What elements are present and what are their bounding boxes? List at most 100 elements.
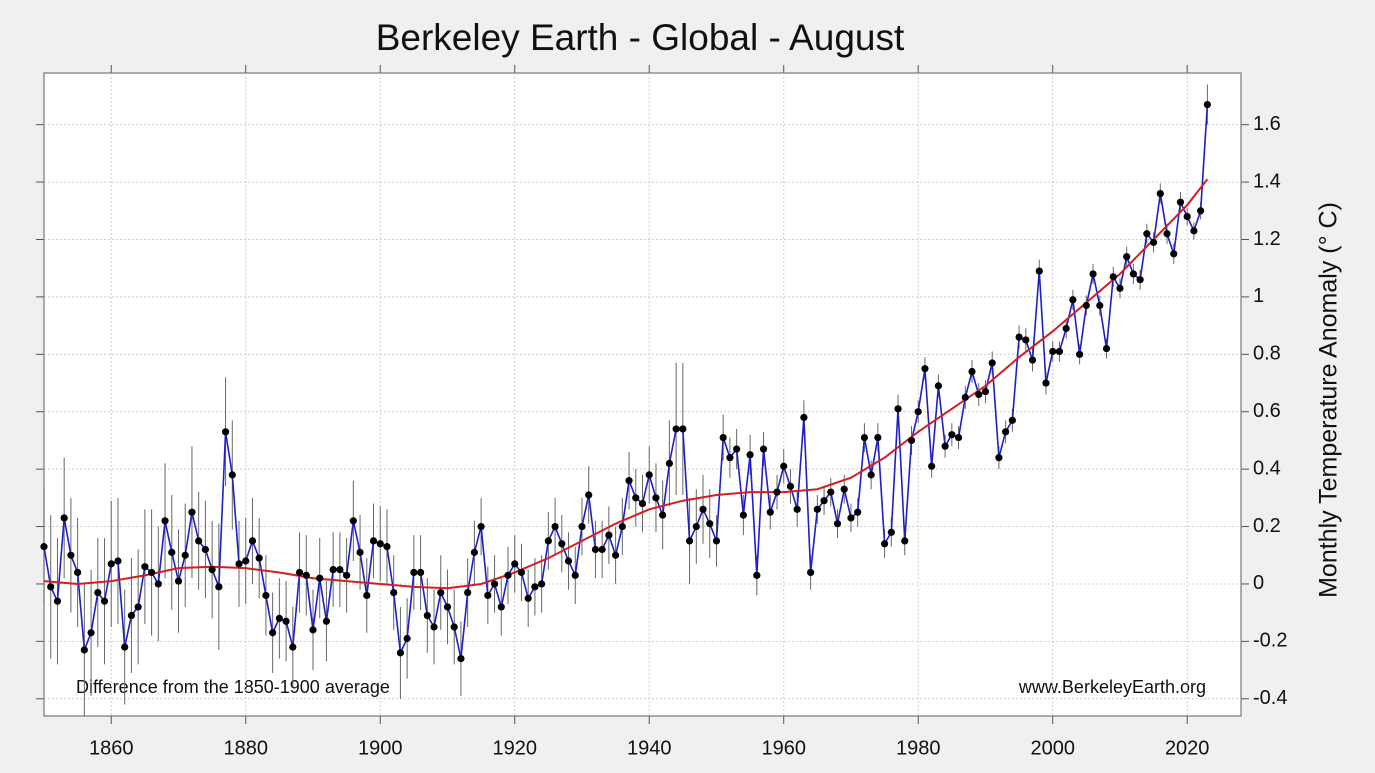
data-point: [195, 537, 203, 545]
data-point: [1042, 379, 1050, 387]
x-tick-label: 1880: [223, 737, 268, 759]
data-point: [961, 393, 969, 401]
data-point: [780, 462, 788, 470]
data-point: [665, 459, 673, 467]
x-tick-label: 2000: [1030, 737, 1075, 759]
data-point: [369, 537, 378, 545]
data-point: [1197, 207, 1205, 215]
data-point: [1022, 336, 1030, 344]
data-point: [1203, 100, 1211, 109]
data-point: [1170, 250, 1178, 258]
data-point: [147, 568, 156, 577]
data-point: [201, 545, 209, 554]
data-point: [975, 390, 983, 399]
data-point: [712, 537, 721, 545]
data-point: [598, 545, 606, 554]
data-point: [1149, 238, 1158, 246]
data-point: [807, 568, 815, 577]
data-point: [302, 571, 310, 579]
data-point: [188, 508, 196, 516]
data-point: [403, 634, 411, 643]
data-point: [699, 505, 707, 513]
data-point: [793, 505, 801, 513]
data-point: [733, 445, 741, 453]
data-point: [531, 583, 539, 591]
data-point: [470, 548, 478, 556]
data-point: [1055, 347, 1064, 356]
data-point: [1035, 267, 1043, 275]
data-point: [490, 580, 499, 588]
data-point: [1049, 347, 1057, 356]
data-point: [800, 413, 808, 422]
data-point: [746, 451, 754, 459]
data-point: [322, 617, 331, 625]
data-point: [181, 551, 189, 559]
data-point: [107, 560, 115, 568]
data-point: [67, 551, 75, 559]
data-point: [1082, 301, 1090, 310]
data-point: [618, 522, 626, 531]
data-point: [571, 571, 579, 579]
data-point: [544, 537, 552, 545]
data-point: [390, 588, 398, 597]
data-point: [1190, 227, 1198, 235]
data-point: [255, 554, 263, 562]
x-tick-label: 1900: [358, 737, 403, 759]
data-point: [396, 649, 405, 657]
y-tick-label: 0.8: [1253, 343, 1281, 365]
data-point: [591, 545, 600, 554]
data-point: [921, 365, 929, 373]
data-point: [1089, 270, 1097, 278]
x-tick-label: 1920: [492, 737, 537, 759]
data-point: [484, 591, 492, 600]
data-point: [605, 531, 613, 539]
data-point: [329, 566, 337, 574]
data-point: [827, 488, 835, 496]
data-point: [578, 522, 586, 531]
data-point: [1076, 350, 1084, 358]
data-point: [228, 471, 236, 479]
data-point: [652, 494, 660, 502]
data-point: [914, 408, 922, 416]
data-point: [659, 511, 667, 519]
data-point: [739, 511, 747, 519]
y-tick-label: 0.6: [1253, 400, 1281, 422]
data-point: [242, 557, 250, 565]
data-point: [356, 548, 364, 556]
data-point: [127, 611, 136, 620]
data-point: [1028, 356, 1037, 364]
data-point: [679, 425, 687, 433]
data-point: [47, 583, 55, 591]
data-point: [612, 551, 620, 559]
annotation: www.BerkeleyEarth.org: [1018, 677, 1206, 697]
data-point: [1002, 428, 1010, 436]
data-point: [585, 491, 593, 499]
data-point: [786, 482, 795, 490]
data-point: [336, 566, 344, 574]
data-point: [309, 626, 317, 634]
data-point: [901, 537, 909, 545]
data-point: [141, 563, 149, 571]
data-point: [847, 514, 855, 522]
data-point: [887, 528, 895, 536]
data-point: [538, 580, 546, 588]
y-tick-label: 0.4: [1253, 457, 1281, 479]
data-point: [477, 522, 485, 531]
data-point: [867, 471, 875, 479]
data-point: [833, 520, 842, 528]
x-tick-label: 1960: [761, 737, 806, 759]
data-point: [524, 594, 532, 602]
plot-area: [43, 72, 1242, 717]
data-point: [1096, 301, 1104, 310]
data-point: [813, 505, 821, 513]
data-point: [894, 405, 902, 413]
data-point: [262, 591, 270, 600]
data-point: [981, 388, 990, 396]
data-point: [1163, 230, 1171, 238]
data-point: [430, 623, 438, 631]
data-point: [504, 571, 512, 579]
data-point: [168, 548, 176, 556]
data-point: [551, 522, 559, 531]
data-point: [954, 433, 963, 442]
y-tick-label: 1.2: [1253, 228, 1281, 250]
